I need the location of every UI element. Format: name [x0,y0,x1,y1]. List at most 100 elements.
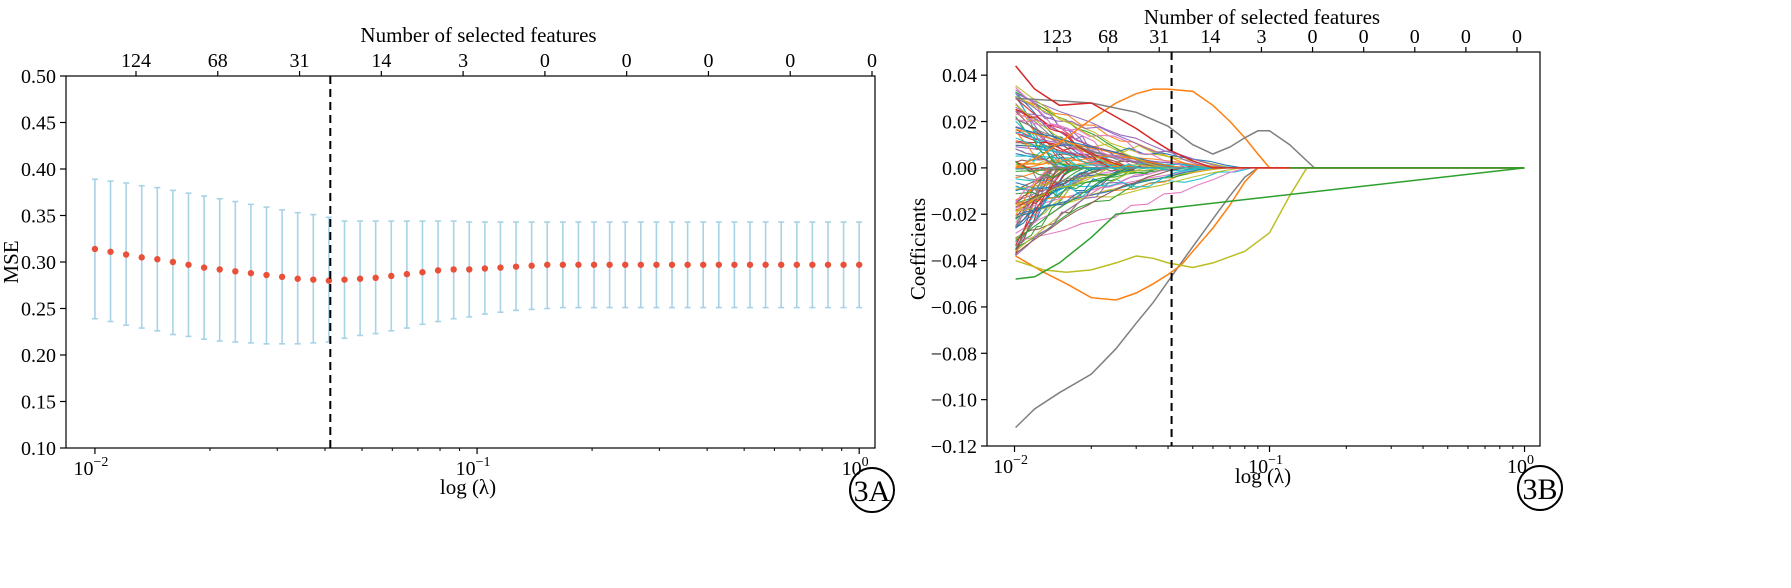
coefficient-path [1015,167,1525,429]
mse-point [777,261,785,268]
coefficient-path [1015,167,1525,240]
mse-point [247,269,255,277]
top-tick-label: 123 [1042,26,1072,48]
top-tick-label: 31 [290,50,310,72]
panel-badge-circle [849,467,895,513]
top-tick-label: 31 [1149,26,1169,48]
mse-point [310,276,317,283]
y-tick-label: 0.40 [21,159,56,181]
mse-point [466,266,473,273]
top-tick-label: 0 [703,50,713,72]
coefficient-path [1015,113,1525,169]
coefficient-path [1015,148,1525,178]
coefficient-path [1015,86,1525,169]
top-tick-label: 3 [458,50,468,72]
y-axis-ticks: 0.10 0.15 0.20 0.25 0.30 0.35 0.40 0.45 0.50 [21,66,66,460]
y-tick-label: −0.10 [931,390,977,412]
mse-point [590,261,598,268]
mse-point [294,275,301,282]
y-tick-label: 0.30 [21,252,56,274]
coefficient-path [1015,167,1525,227]
top-tick-label: 0 [785,50,795,72]
coefficient-path [1015,148,1525,169]
panel-label: 3A [854,475,891,508]
top-tick-label: 0 [1512,26,1522,48]
coefficient-path [1015,118,1525,169]
coefficient-paths [1015,65,1525,429]
top-tick-label: 124 [121,50,151,72]
coefficient-path [1015,167,1525,246]
top-tick-label: 0 [867,50,877,72]
mse-point [91,245,99,253]
mse-point [200,264,208,271]
mse-point [450,266,457,273]
mse-point [138,254,145,261]
mse-point [637,261,645,268]
y-tick-label: −0.12 [931,436,977,458]
panel-badge-circle [1517,465,1563,511]
coefficient-path [1015,167,1525,240]
coefficient-path [1015,141,1525,169]
panel-label: 3B [1522,473,1557,506]
top-tick-label: 0 [1308,26,1318,48]
y-tick-label: 0.50 [21,66,56,88]
mse-point [824,261,832,268]
top-axis-label: Number of selected features [360,23,596,47]
y-tick-label: 0.35 [21,206,56,228]
coefficient-path [1015,167,1525,172]
mse-points [91,245,863,284]
y-tick-label: 0.00 [942,158,977,180]
mse-point [154,256,161,263]
coefficient-path [1015,167,1525,198]
top-tick-label: 0 [1410,26,1420,48]
x-tick-label: 10−2 [993,453,1028,478]
mse-point [528,262,535,269]
coefficient-path [1015,120,1525,169]
mse-point [653,261,660,268]
panel-3a: 0.10 0.15 0.20 0.25 0.30 0.35 0.40 0.45 0.50 10−… [0,23,895,513]
top-axis-ticks: 123 68 31 14 3 0 0 0 0 0 [1042,26,1522,52]
x-axis-label: log (λ) [1235,464,1291,488]
mse-point [107,248,114,255]
top-tick-label: 0 [540,50,550,72]
top-tick-label: 3 [1256,26,1266,48]
coefficient-path [1015,167,1525,273]
coefficient-path [1015,110,1525,169]
coefficient-path [1015,93,1525,169]
coefficient-path [1015,104,1525,169]
top-tick-label: 0 [1461,26,1471,48]
coefficient-path [1015,167,1525,255]
mse-point [341,276,348,283]
mse-point [840,261,847,268]
mse-point [684,261,691,268]
y-tick-label: 0.20 [21,345,56,367]
mse-point [185,261,192,268]
y-tick-label: 0.25 [21,299,56,321]
mse-point [855,261,863,268]
mse-point [668,261,676,268]
y-tick-label: 0.10 [21,438,56,460]
mse-point [606,261,613,268]
mse-point [481,265,489,272]
coefficient-path [1015,167,1525,229]
y-tick-label: 0.04 [942,65,977,87]
coefficient-path [1015,110,1525,169]
coefficient-path [1015,164,1525,212]
y-tick-label: −0.02 [931,204,977,226]
coefficient-path [1015,128,1525,169]
mse-point [232,268,239,275]
mse-point [356,275,364,282]
mse-point [419,269,426,276]
y-tick-label: −0.04 [931,251,977,273]
mse-errorbars [91,178,863,345]
coefficient-path [1015,96,1525,169]
mse-point [216,266,223,273]
coefficient-path [1015,167,1525,216]
mse-point [793,261,800,268]
mse-point [700,261,707,268]
x-axis-label: log (λ) [440,475,496,499]
top-tick-label: 0 [1359,26,1369,48]
mse-point [169,258,177,266]
top-axis-label: Number of selected features [1144,5,1380,29]
